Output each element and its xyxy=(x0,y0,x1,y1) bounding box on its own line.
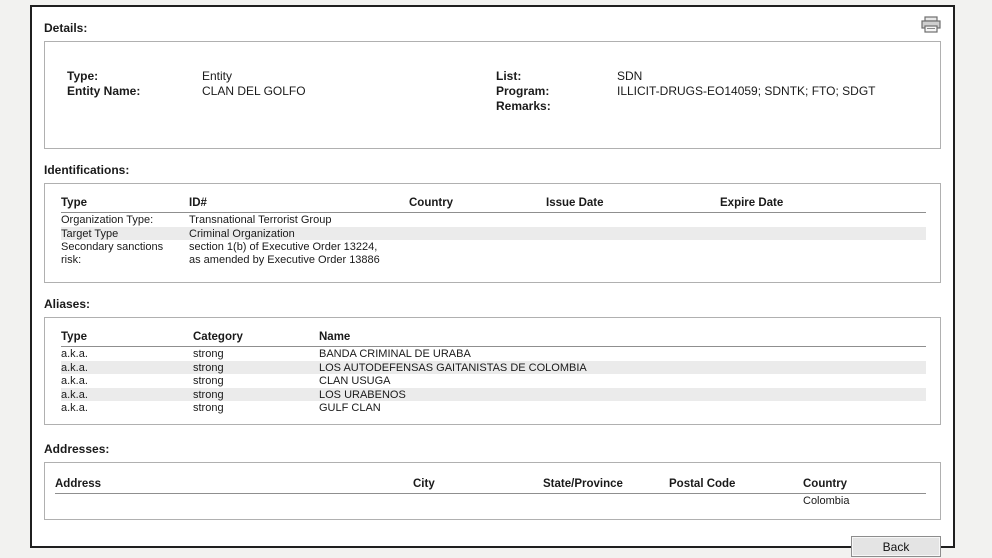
identifications-table: Type ID# Country Issue Date Expire Date … xyxy=(61,196,926,266)
table-row: a.k.a. strong LOS AUTODEFENSAS GAITANIST… xyxy=(61,360,926,374)
cell-postal xyxy=(669,494,803,508)
aliases-table: Type Category Name a.k.a. strong BANDA C… xyxy=(61,330,926,415)
cell-country xyxy=(409,240,546,266)
cell-issue-date xyxy=(546,240,720,266)
cell-type: a.k.a. xyxy=(61,387,193,401)
table-row: Colombia xyxy=(55,494,926,508)
table-row: a.k.a. strong CLAN USUGA xyxy=(61,374,926,388)
column-header-country: Country xyxy=(803,477,926,494)
cell-category: strong xyxy=(193,387,319,401)
cell-name: LOS URABENOS xyxy=(319,387,926,401)
detail-field-list: List: SDN xyxy=(496,69,940,84)
cell-country xyxy=(409,226,546,240)
cell-expire-date xyxy=(720,213,926,227)
table-row: a.k.a. strong BANDA CRIMINAL DE URABA xyxy=(61,347,926,361)
detail-field-program: Program: ILLICIT-DRUGS-EO14059; SDNTK; F… xyxy=(496,84,940,99)
cell-address xyxy=(55,494,413,508)
column-header-city: City xyxy=(413,477,543,494)
detail-field-entity-name: Entity Name: CLAN DEL GOLFO xyxy=(67,84,496,99)
field-value: SDN xyxy=(617,69,643,83)
cell-name: BANDA CRIMINAL DE URABA xyxy=(319,348,471,360)
cell-id: Criminal Organization xyxy=(189,226,409,240)
detail-field-type: Type: Entity xyxy=(67,69,496,84)
details-panel: Details: Type: Entity Entity Name: CLAN … xyxy=(30,5,955,557)
cell-type: Organization Type: xyxy=(61,214,154,226)
table-header-row: Type ID# Country Issue Date Expire Date xyxy=(61,196,926,213)
field-label: Entity Name: xyxy=(67,84,141,98)
field-label: List: xyxy=(496,69,522,83)
field-value: CLAN DEL GOLFO xyxy=(202,84,306,98)
column-header-country: Country xyxy=(409,196,546,213)
printer-icon[interactable] xyxy=(920,16,942,33)
column-header-type: Type xyxy=(61,330,193,347)
cell-category: strong xyxy=(193,375,224,387)
field-label: Type: xyxy=(67,69,99,83)
column-header-state-province: State/Province xyxy=(543,477,669,494)
cell-name: GULF CLAN xyxy=(319,402,381,414)
table-row: Secondary sanctions risk: section 1(b) o… xyxy=(61,240,926,266)
cell-category: strong xyxy=(193,402,224,414)
cell-country: Colombia xyxy=(803,495,850,507)
column-header-id: ID# xyxy=(189,196,409,213)
field-label: Remarks: xyxy=(496,99,551,113)
table-row: a.k.a. strong LOS URABENOS xyxy=(61,387,926,401)
details-box: Type: Entity Entity Name: CLAN DEL GOLFO… xyxy=(44,41,941,149)
detail-field-remarks: Remarks: xyxy=(496,99,940,114)
aliases-section-label: Aliases: xyxy=(44,297,91,311)
column-header-address: Address xyxy=(55,477,413,494)
table-header-row: Type Category Name xyxy=(61,330,926,347)
cell-type: a.k.a. xyxy=(61,375,88,387)
addresses-table: Address City State/Province Postal Code … xyxy=(55,477,926,508)
cell-name: LOS AUTODEFENSAS GAITANISTAS DE COLOMBIA xyxy=(319,360,926,374)
column-header-category: Category xyxy=(193,330,319,347)
cell-issue-date xyxy=(546,226,720,240)
cell-category: strong xyxy=(193,348,224,360)
table-row: Organization Type: Transnational Terrori… xyxy=(61,213,926,227)
field-value: ILLICIT-DRUGS-EO14059; SDNTK; FTO; SDGT xyxy=(617,84,876,98)
cell-type: a.k.a. xyxy=(61,348,88,360)
cell-type: Secondary sanctions risk: xyxy=(61,241,164,266)
cell-type: a.k.a. xyxy=(61,402,88,414)
column-header-type: Type xyxy=(61,196,189,213)
cell-name: CLAN USUGA xyxy=(319,375,391,387)
column-header-expire-date: Expire Date xyxy=(720,196,926,213)
identifications-box: Type ID# Country Issue Date Expire Date … xyxy=(44,183,941,283)
column-header-issue-date: Issue Date xyxy=(546,196,720,213)
column-header-name: Name xyxy=(319,330,926,347)
table-header-row: Address City State/Province Postal Code … xyxy=(55,477,926,494)
column-header-postal-code: Postal Code xyxy=(669,477,803,494)
back-button[interactable]: Back xyxy=(851,536,941,557)
cell-expire-date xyxy=(720,240,926,266)
footer-row: Back xyxy=(44,536,941,557)
field-label: Program: xyxy=(496,84,550,98)
cell-state xyxy=(543,494,669,508)
table-row: a.k.a. strong GULF CLAN xyxy=(61,401,926,415)
cell-type: a.k.a. xyxy=(61,360,193,374)
table-row: Target Type Criminal Organization xyxy=(61,226,926,240)
cell-issue-date xyxy=(546,213,720,227)
cell-id: section 1(b) of Executive Order 13224, a… xyxy=(189,241,380,266)
addresses-section-label: Addresses: xyxy=(44,442,110,456)
cell-category: strong xyxy=(193,360,319,374)
identifications-section-label: Identifications: xyxy=(44,163,130,177)
cell-city xyxy=(413,494,543,508)
field-value: Entity xyxy=(202,69,233,83)
cell-id: Transnational Terrorist Group xyxy=(189,214,332,226)
addresses-box: Address City State/Province Postal Code … xyxy=(44,462,941,520)
cell-expire-date xyxy=(720,226,926,240)
cell-country xyxy=(409,213,546,227)
details-section-label: Details: xyxy=(44,21,88,35)
aliases-box: Type Category Name a.k.a. strong BANDA C… xyxy=(44,317,941,425)
cell-type: Target Type xyxy=(61,226,189,240)
